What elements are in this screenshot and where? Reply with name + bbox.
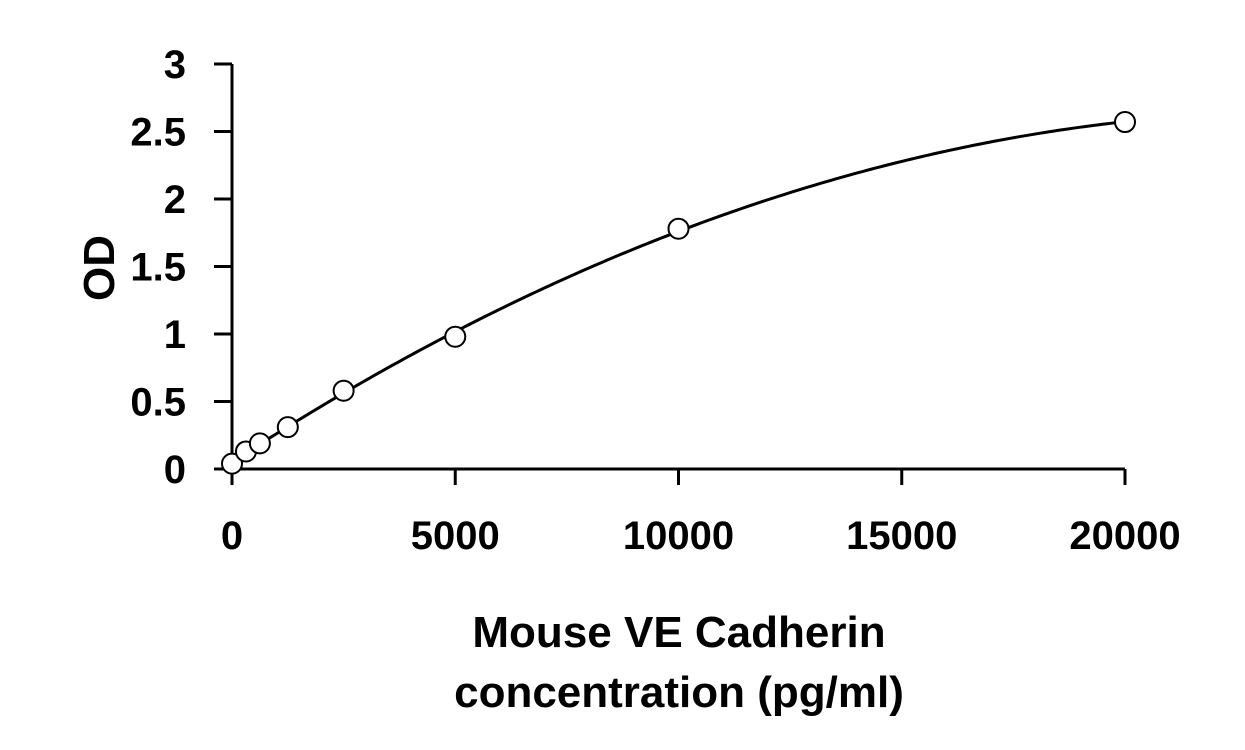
data-point (667, 217, 690, 240)
x-ticks: 0 5000 10000 15000 20000 (221, 469, 1181, 558)
data-points (221, 111, 1136, 475)
fit-curve (231, 120, 1126, 464)
x-axis-title-line-1: Mouse VE Cadherin (472, 608, 885, 657)
y-tick-label: 3 (164, 43, 186, 87)
y-tick-label: 2.5 (130, 111, 186, 155)
x-axis-title-line-2: concentration (pg/ml) (454, 668, 904, 717)
y-axis-title: OD (75, 235, 124, 301)
data-point (444, 325, 467, 348)
y-tick-label: 0.5 (130, 381, 186, 425)
y-tick-label: 1 (164, 313, 186, 357)
x-tick-label: 10000 (623, 514, 734, 558)
x-tick-label: 5000 (411, 514, 500, 558)
data-point (1114, 111, 1136, 134)
data-point (276, 416, 299, 439)
y-tick-label: 1.5 (130, 246, 186, 290)
data-point (221, 452, 243, 475)
x-tick-label: 0 (221, 514, 243, 558)
y-tick-label: 2 (164, 178, 186, 222)
y-ticks: 0 0.5 1 1.5 2 2.5 3 (130, 43, 232, 492)
x-tick-label: 15000 (846, 514, 957, 558)
y-tick-label: 0 (164, 448, 186, 492)
axes (230, 64, 1125, 471)
x-tick-label: 20000 (1069, 514, 1180, 558)
data-point (248, 432, 271, 455)
data-point (332, 379, 355, 402)
